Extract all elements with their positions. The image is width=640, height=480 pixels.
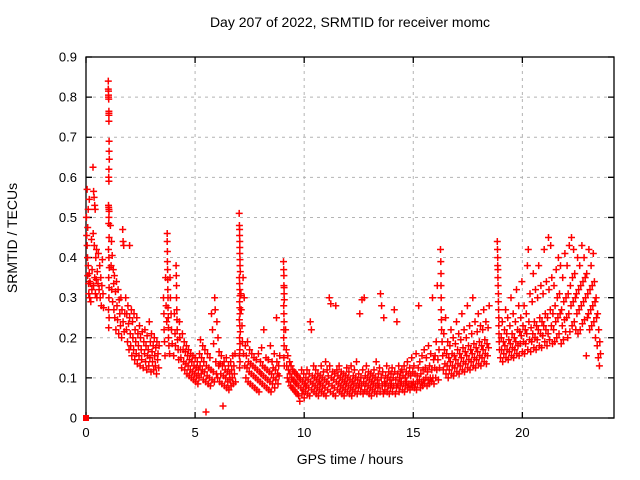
svg-text:0: 0 xyxy=(82,425,89,440)
x-axis-label: GPS time / hours xyxy=(296,451,404,467)
svg-text:0.1: 0.1 xyxy=(59,370,77,385)
svg-text:20: 20 xyxy=(515,425,529,440)
plot-title: Day 207 of 2022, SRMTID for receiver mom… xyxy=(209,14,491,30)
svg-text:0.9: 0.9 xyxy=(59,50,77,65)
svg-text:15: 15 xyxy=(406,425,420,440)
svg-text:0.3: 0.3 xyxy=(59,290,77,305)
svg-text:10: 10 xyxy=(297,425,311,440)
svg-text:0: 0 xyxy=(70,411,77,426)
svg-text:0.5: 0.5 xyxy=(59,210,77,225)
svg-text:0.6: 0.6 xyxy=(59,170,77,185)
svg-text:0.7: 0.7 xyxy=(59,130,77,145)
origin-square-marker xyxy=(83,415,89,421)
svg-text:0.8: 0.8 xyxy=(59,90,77,105)
svg-text:0.2: 0.2 xyxy=(59,330,77,345)
svg-text:0.4: 0.4 xyxy=(59,250,77,265)
svg-text:5: 5 xyxy=(191,425,198,440)
